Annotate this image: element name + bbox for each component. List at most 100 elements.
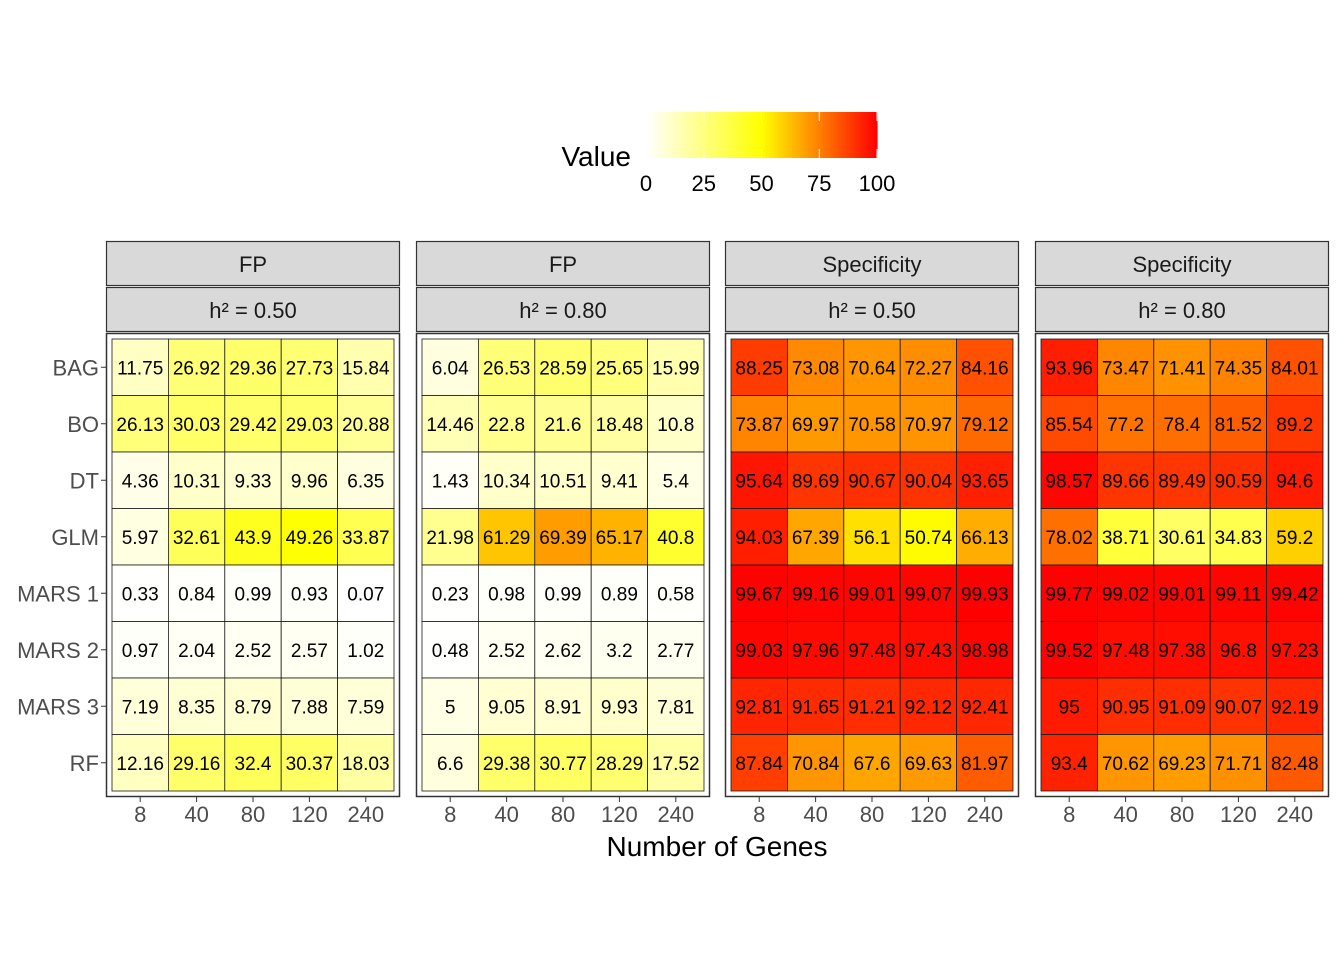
heatmap-cell — [224, 395, 282, 453]
cell-value-label: 2.77 — [657, 641, 694, 662]
heatmap-cell — [1209, 677, 1267, 735]
legend-gradient-step — [746, 112, 750, 158]
legend-gradient-step — [676, 112, 680, 158]
panel-1: FP h² = 0.50 11.75 26.92 29.36 27.73 15.84 26.1… — [17, 240, 401, 827]
heatmap-cell — [421, 564, 479, 622]
legend-gradient-step — [738, 112, 742, 158]
facet-strip-metric — [1034, 240, 1330, 287]
legend-gradient-step — [802, 112, 806, 158]
cell-value-label: 0.99 — [545, 584, 582, 605]
cell-value-label: 59.2 — [1276, 528, 1313, 549]
legend-gradient-step — [805, 112, 809, 158]
legend-gradient-step — [715, 112, 719, 158]
cell-value-label: 85.54 — [1045, 415, 1093, 436]
cell-value-label: 79.12 — [961, 415, 1009, 436]
heatmap-cell — [167, 734, 226, 792]
cell-value-label: 97.96 — [792, 641, 840, 662]
cell-value-label: 70.97 — [905, 415, 953, 436]
cell-value-label: 91.21 — [848, 697, 896, 718]
legend-gradient-step — [810, 112, 814, 158]
cell-value-label: 40.8 — [657, 528, 694, 549]
cell-value-label: 12.16 — [116, 754, 164, 775]
heatmap-cell — [590, 564, 649, 622]
heatmap-cell — [224, 508, 282, 566]
facet-strip-metric — [415, 240, 711, 287]
heatmap-cell — [590, 395, 649, 453]
legend-gradient-step — [874, 112, 878, 158]
cell-value-label: 9.41 — [601, 471, 638, 492]
cell-value-label: 9.96 — [291, 471, 328, 492]
heatmap-cell — [843, 621, 901, 679]
heatmap-cell — [590, 621, 649, 679]
cell-value-label: 10.8 — [657, 415, 694, 436]
heatmap-cell — [224, 564, 282, 622]
heatmap-cell — [167, 564, 226, 622]
cell-value-label: 9.05 — [488, 697, 525, 718]
heatmap-cell — [956, 508, 1014, 566]
cell-value-label: 0.48 — [432, 641, 469, 662]
cell-value-label: 89.66 — [1102, 471, 1150, 492]
panel-3: Specificity h² = 0.50 88.25 73.08 70.64 72.27… — [724, 240, 1020, 827]
legend-gradient-step — [794, 112, 799, 158]
facet-strip-heritability — [1034, 286, 1330, 333]
cell-value-label: 9.93 — [601, 697, 638, 718]
legend-gradient-step — [666, 112, 670, 158]
cell-value-label: 17.52 — [652, 754, 700, 775]
x-tick-label: 120 — [910, 802, 947, 827]
cell-value-label: 72.27 — [905, 358, 953, 379]
cell-value-label: 7.81 — [657, 697, 694, 718]
heatmap-cell — [956, 621, 1014, 679]
cell-value-label: 27.73 — [286, 358, 334, 379]
heatmap-cell — [1040, 451, 1098, 509]
cell-value-label: 0.33 — [122, 584, 159, 605]
facet-label-metric: Specificity — [1132, 252, 1231, 277]
heatmap-cell — [421, 338, 479, 396]
cell-value-label: 21.6 — [545, 415, 582, 436]
cell-value-label: 8.91 — [545, 697, 582, 718]
cell-value-label: 10.34 — [483, 471, 531, 492]
legend-gradient-step — [869, 112, 873, 158]
y-tick-label: MARS 3 — [17, 694, 99, 719]
legend-gradient-step — [705, 112, 709, 158]
heatmap-cell — [787, 734, 845, 792]
legend-gradient-step — [710, 112, 714, 158]
heatmap-cell — [280, 451, 339, 509]
cell-value-label: 4.36 — [122, 471, 159, 492]
legend-gradient-step — [689, 112, 693, 158]
cell-value-label: 69.63 — [905, 754, 953, 775]
heatmap-cell — [730, 564, 788, 622]
legend-gradient-step — [812, 112, 816, 158]
heatmap-cell — [280, 508, 339, 566]
legend-gradient-step — [864, 112, 868, 158]
legend-gradient-step — [848, 112, 852, 158]
y-tick-label: BO — [67, 412, 99, 437]
heatmap-cell — [647, 338, 705, 396]
legend-gradient-step — [663, 112, 668, 158]
heatmap-cell — [111, 508, 169, 566]
heatmap-cell — [1097, 508, 1155, 566]
heatmap-cell — [1209, 734, 1267, 792]
heatmap-cell — [1153, 508, 1211, 566]
x-tick-label: 120 — [291, 802, 328, 827]
heatmap-cell — [1097, 451, 1155, 509]
x-tick-label: 120 — [1220, 802, 1257, 827]
cell-value-label: 28.59 — [539, 358, 587, 379]
cell-value-label: 0.89 — [601, 584, 638, 605]
x-tick-label: 40 — [1113, 802, 1137, 827]
heatmap-cell — [1040, 677, 1098, 735]
heatmap-cell — [534, 677, 592, 735]
x-tick-label: 240 — [347, 802, 384, 827]
heatmap-cell — [477, 395, 536, 453]
x-tick-label: 80 — [1170, 802, 1194, 827]
facet-label-metric: FP — [239, 252, 267, 277]
cell-value-label: 93.4 — [1051, 754, 1088, 775]
heatmap-cell — [647, 677, 705, 735]
heatmap-cell — [421, 508, 479, 566]
heatmap-cell — [730, 677, 788, 735]
cell-value-label: 6.6 — [437, 754, 463, 775]
legend-gradient-step — [646, 112, 650, 158]
cell-value-label: 6.35 — [347, 471, 384, 492]
cell-value-label: 2.04 — [178, 641, 215, 662]
cell-value-label: 0.93 — [291, 584, 328, 605]
legend-gradient-step — [728, 112, 732, 158]
